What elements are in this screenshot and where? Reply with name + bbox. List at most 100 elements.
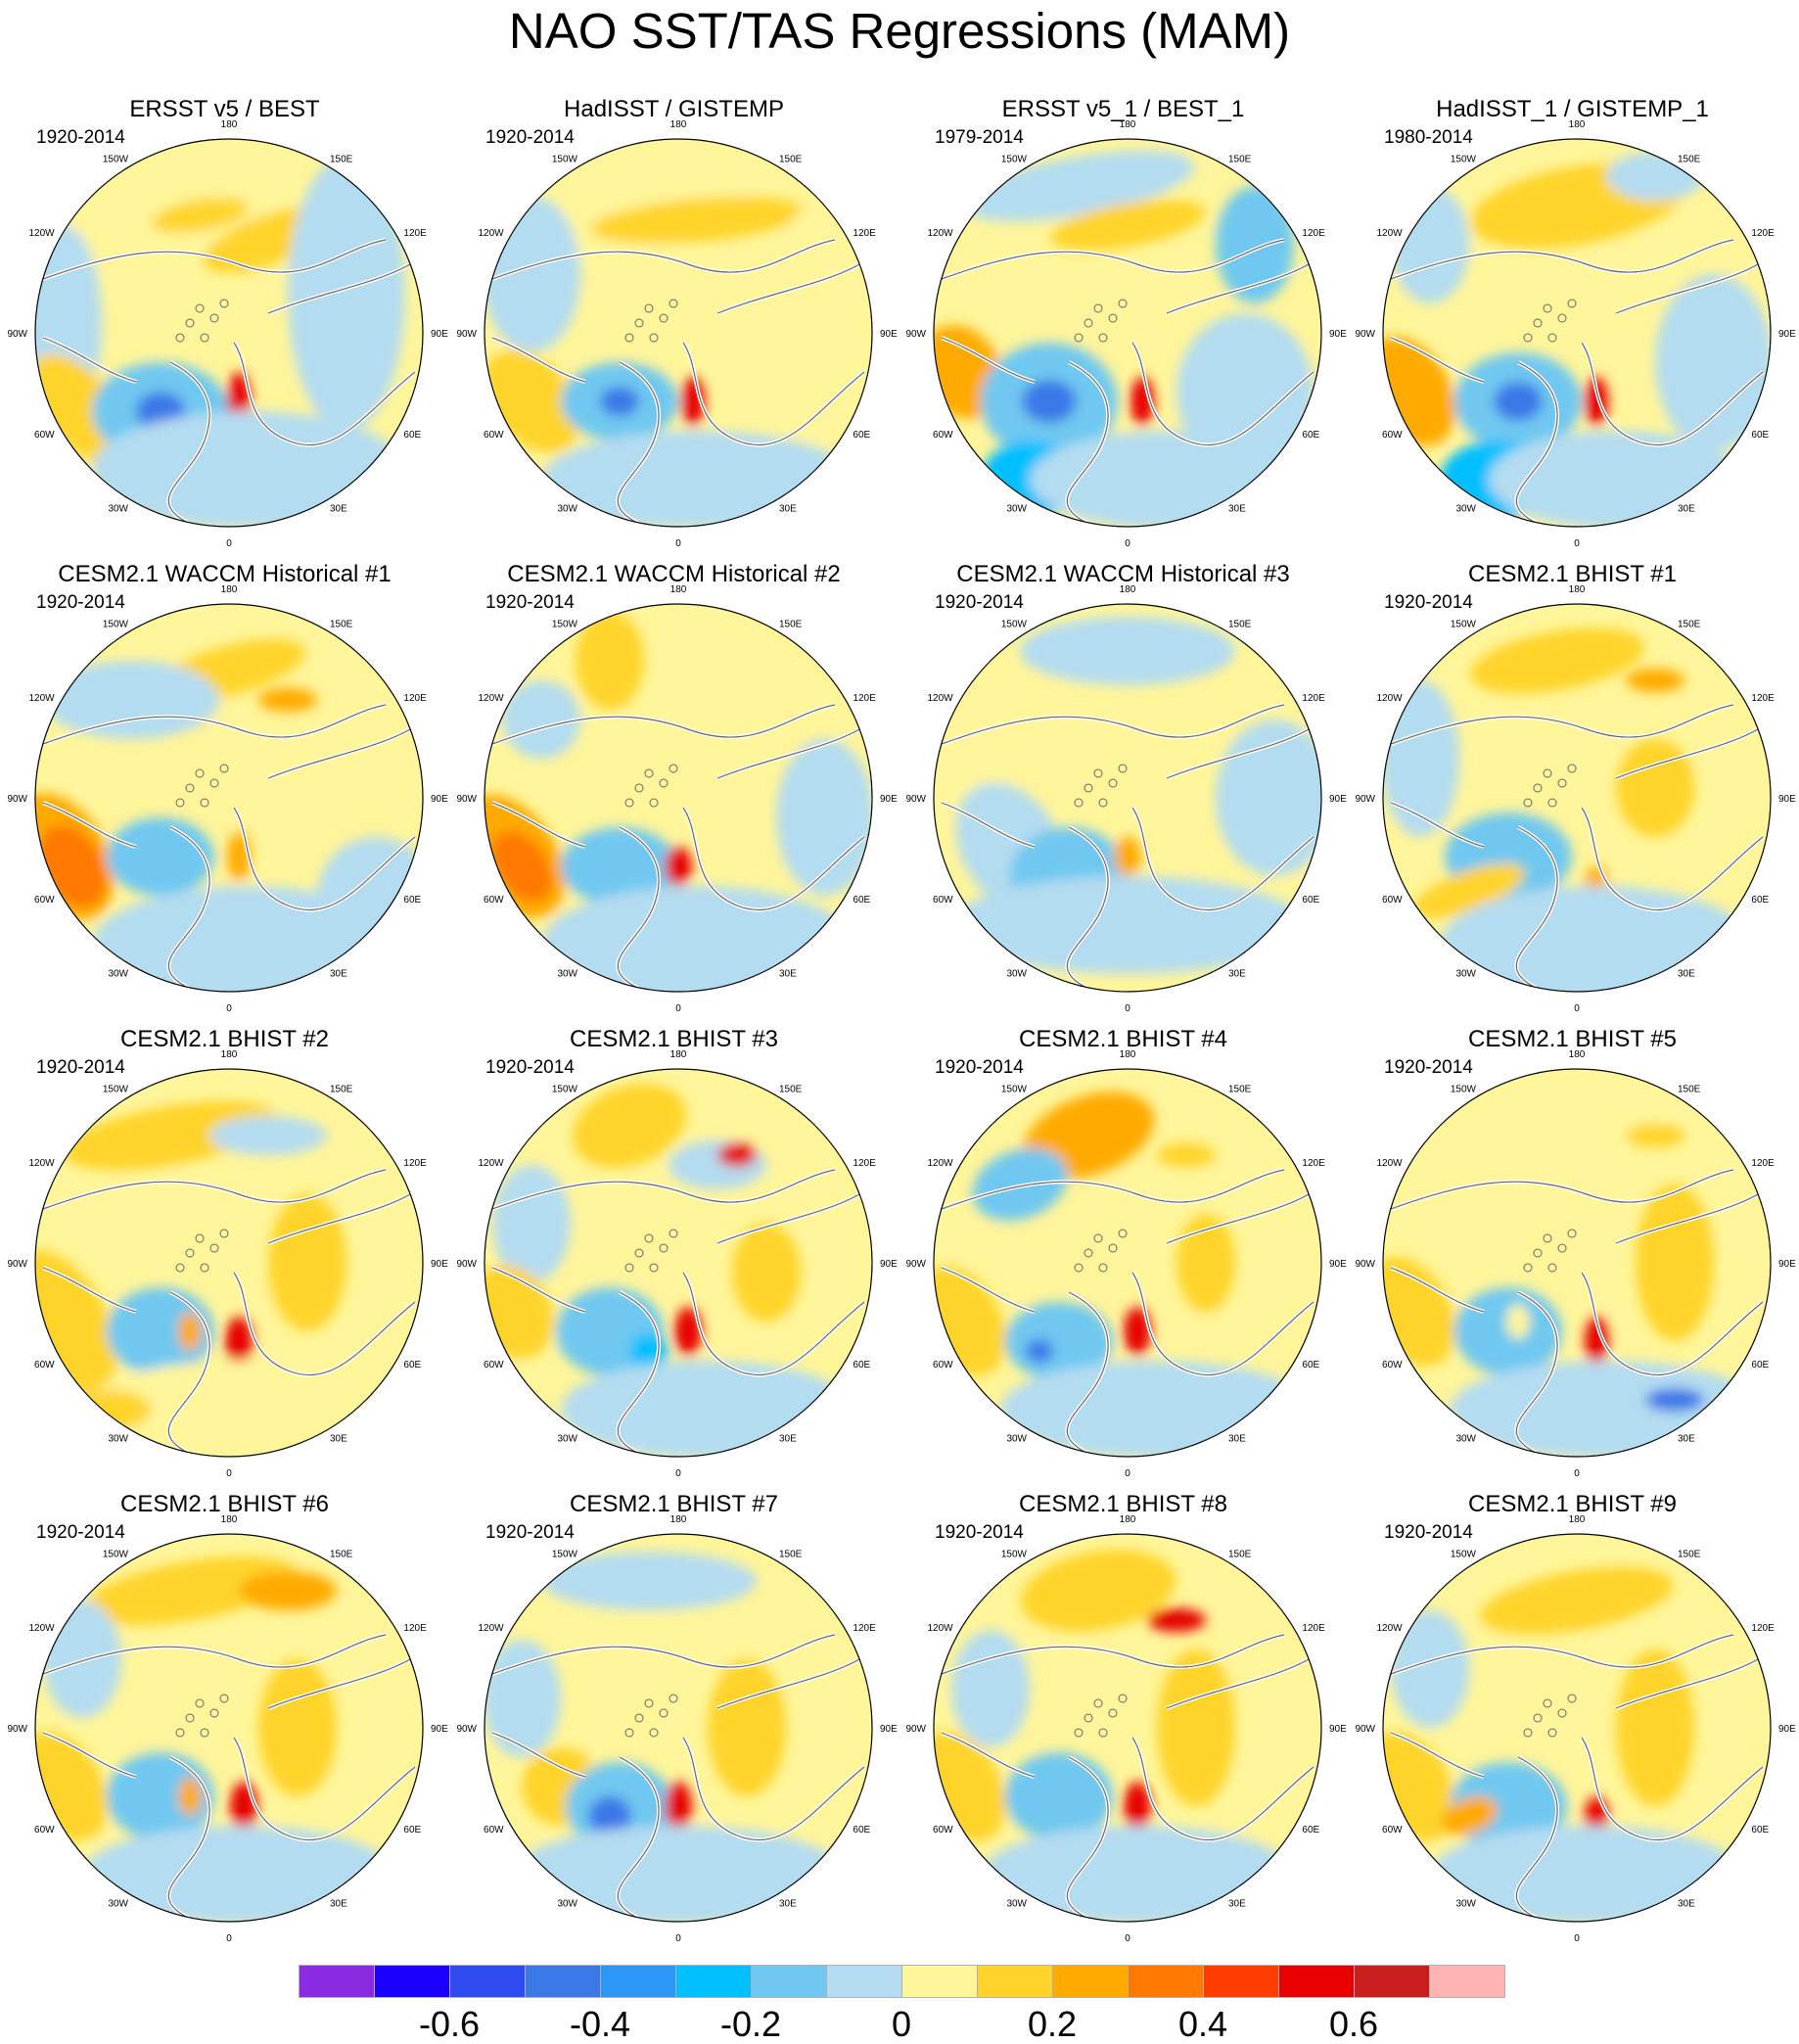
longitude-label: 30W xyxy=(1006,503,1027,514)
anomaly-region xyxy=(1026,1339,1053,1363)
longitude-label: 30W xyxy=(1006,968,1027,979)
longitude-label: 120W xyxy=(1376,1158,1403,1169)
anomaly-region xyxy=(1030,431,1304,527)
longitude-label: 150E xyxy=(330,155,353,165)
longitude-label: 120W xyxy=(1376,228,1403,239)
polar-map: 180 150E 120E 90E 60E 30E 0 30W 60W 90W 120W 150W xyxy=(456,119,898,549)
map-panel: 180 150E 120E 90E 60E 30E 0 30W 60W 90W 120W 150W CE… xyxy=(1348,1483,1797,1948)
anomaly-region xyxy=(766,206,864,441)
anomaly-region xyxy=(107,817,214,896)
anomaly-region xyxy=(288,157,405,431)
longitude-label: 60W xyxy=(1382,1360,1403,1370)
longitude-label: 0 xyxy=(675,1933,681,1944)
polar-map: 180 150E 120E 90E 60E 30E 0 30W 60W 90W 120W 150W xyxy=(905,119,1347,549)
panel-title: HadISST / GISTEMP xyxy=(564,96,784,122)
longitude-label: 150W xyxy=(103,620,129,630)
longitude-label: 0 xyxy=(1125,538,1130,549)
longitude-label: 90E xyxy=(1778,1724,1796,1735)
anomaly-region xyxy=(708,1659,786,1796)
anomaly-region xyxy=(64,1100,277,1171)
anomaly-region xyxy=(1413,863,1525,918)
longitude-label: 120W xyxy=(927,1623,953,1634)
longitude-label: 60E xyxy=(1302,430,1319,441)
longitude-label: 30W xyxy=(557,1433,577,1444)
map-panel: 180 150E 120E 90E 60E 30E 0 30W 60W 90W 120W 150W Ha… xyxy=(1348,88,1797,553)
anomaly-region xyxy=(209,1116,327,1155)
longitude-label: 120W xyxy=(478,1158,504,1169)
longitude-label: 30E xyxy=(779,503,797,514)
longitude-label: 30W xyxy=(557,503,577,514)
colorbar-tick-label: 0 xyxy=(891,2004,912,2044)
longitude-label: 150E xyxy=(1678,155,1701,165)
anomaly-region xyxy=(541,1552,757,1610)
anomaly-region xyxy=(600,387,639,416)
colorbar-box xyxy=(525,1965,601,1998)
anomaly-region xyxy=(1176,313,1314,470)
anomaly-region xyxy=(541,886,854,992)
longitude-label: 30E xyxy=(1678,1433,1695,1444)
anomaly-region xyxy=(717,1143,757,1167)
colorbar-box xyxy=(449,1965,526,1998)
longitude-label: 30E xyxy=(779,1433,797,1444)
longitude-label: 60E xyxy=(403,1360,421,1370)
anomaly-region xyxy=(1391,1610,1469,1728)
panel-title: CESM2.1 BHIST #4 xyxy=(1019,1026,1227,1052)
polar-map: 180 150E 120E 90E 60E 30E 0 30W 60W 90W 120W 150W xyxy=(456,1049,898,1479)
longitude-label: 30W xyxy=(108,503,128,514)
anomaly-region xyxy=(178,1312,202,1351)
anomaly-region xyxy=(1124,1307,1151,1356)
anomaly-region xyxy=(239,1571,337,1610)
longitude-label: 90E xyxy=(880,1724,898,1735)
longitude-label: 120E xyxy=(853,228,876,239)
longitude-label: 90E xyxy=(880,329,898,340)
longitude-label: 60E xyxy=(1302,1825,1319,1835)
anomaly-region xyxy=(1636,1185,1714,1341)
panel-period: 1920-2014 xyxy=(36,1522,125,1543)
longitude-label: 150W xyxy=(552,155,578,165)
anomaly-region xyxy=(230,1782,257,1831)
longitude-label: 90E xyxy=(1778,794,1796,805)
anomaly-region xyxy=(561,1361,854,1457)
panel-title: CESM2.1 WACCM Historical #2 xyxy=(507,561,841,587)
anomaly-region xyxy=(83,1556,297,1626)
longitude-label: 120W xyxy=(28,1623,55,1634)
longitude-label: 120W xyxy=(927,1158,953,1169)
polar-map: 180 150E 120E 90E 60E 30E 0 30W 60W 90W 120W 150W xyxy=(1355,584,1796,1014)
longitude-label: 90W xyxy=(905,1259,926,1270)
longitude-label: 120E xyxy=(853,1623,876,1634)
longitude-label: 120E xyxy=(1302,228,1325,239)
anomaly-region xyxy=(225,1317,253,1366)
longitude-label: 150E xyxy=(330,1550,353,1560)
longitude-label: 150E xyxy=(1228,1085,1252,1095)
polar-map: 180 150E 120E 90E 60E 30E 0 30W 60W 90W 120W 150W xyxy=(7,584,448,1014)
longitude-label: 30E xyxy=(779,1898,797,1909)
anomaly-region xyxy=(1470,627,1644,694)
longitude-label: 60E xyxy=(1302,895,1319,906)
longitude-label: 30W xyxy=(1455,1433,1476,1444)
anomaly-region xyxy=(732,1224,801,1322)
panel-period: 1920-2014 xyxy=(1384,1522,1473,1543)
longitude-label: 60W xyxy=(484,1825,504,1835)
anomaly-region xyxy=(492,1165,571,1282)
longitude-label: 60W xyxy=(34,1825,55,1835)
anomaly-region xyxy=(1450,1361,1763,1457)
anomaly-region xyxy=(1157,1143,1216,1167)
map-panel: 180 150E 120E 90E 60E 30E 0 30W 60W 90W 120W 150W CE… xyxy=(0,1483,449,1948)
colorbar-box xyxy=(675,1965,752,1998)
longitude-label: 150E xyxy=(330,620,353,630)
longitude-label: 90E xyxy=(431,1259,448,1270)
longitude-label: 120E xyxy=(403,1623,427,1634)
longitude-label: 90E xyxy=(1329,329,1347,340)
anomaly-region xyxy=(258,1659,337,1796)
longitude-label: 60E xyxy=(1751,895,1769,906)
anomaly-region xyxy=(1616,739,1694,837)
anomaly-region xyxy=(1440,886,1753,992)
longitude-label: 60W xyxy=(933,1360,953,1370)
longitude-label: 30W xyxy=(1455,968,1476,979)
longitude-label: 150E xyxy=(1678,1085,1701,1095)
anomaly-region xyxy=(1383,680,1459,837)
panel-title: HadISST_1 / GISTEMP_1 xyxy=(1436,96,1709,122)
longitude-label: 60W xyxy=(484,430,504,441)
longitude-label: 60E xyxy=(853,1825,870,1835)
longitude-label: 120E xyxy=(1302,1623,1325,1634)
